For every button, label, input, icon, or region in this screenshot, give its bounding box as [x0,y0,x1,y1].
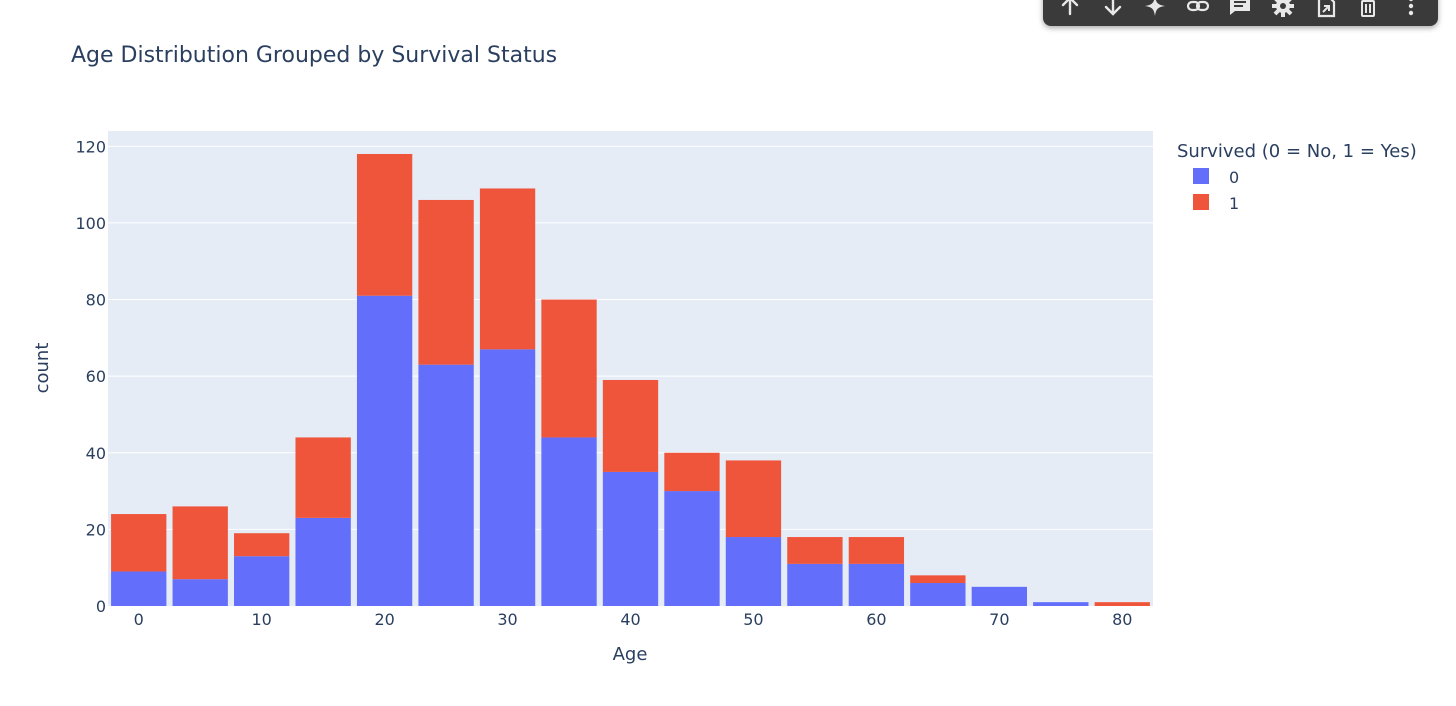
legend-label-1: 1 [1229,194,1239,213]
chart-title: Age Distribution Grouped by Survival Sta… [71,43,557,68]
y-tick-label-120: 120 [75,137,106,156]
bars[interactable] [111,153,1150,606]
bar-0-age-75[interactable] [1033,602,1089,606]
y-axis-ticks: 0 20 40 60 80 100 120 [75,137,106,616]
x-axis-ticks: 0 10 20 30 40 50 60 70 80 [134,610,1133,629]
bar-0-age-0[interactable] [111,571,167,606]
bar-1-age-25[interactable] [418,199,474,365]
x-tick-label-0: 0 [134,610,144,629]
y-tick-label-40: 40 [86,444,106,463]
bar-0-age-15[interactable] [295,517,351,606]
x-tick-label-40: 40 [620,610,640,629]
x-tick-label-10: 10 [251,610,271,629]
arrow-up-icon[interactable] [1056,0,1084,18]
bar-1-age-5[interactable] [172,506,228,580]
x-tick-label-70: 70 [989,610,1009,629]
y-tick-label-0: 0 [96,597,106,616]
bar-0-age-45[interactable] [664,491,720,606]
legend-label-0: 0 [1229,168,1239,187]
bar-0-age-70[interactable] [971,586,1027,606]
bar-1-age-40[interactable] [602,379,659,472]
legend-swatch-1 [1193,194,1209,210]
x-tick-label-20: 20 [374,610,394,629]
y-tick-label-80: 80 [86,291,106,310]
bar-0-age-20[interactable] [356,295,413,606]
gear-icon[interactable] [1269,0,1297,18]
x-tick-label-30: 30 [497,610,517,629]
bar-1-age-0[interactable] [111,514,167,572]
bar-1-age-50[interactable] [725,460,782,538]
bar-0-age-40[interactable] [602,471,659,606]
export-icon[interactable] [1312,0,1340,18]
x-tick-label-50: 50 [743,610,763,629]
x-tick-label-60: 60 [866,610,886,629]
bar-1-age-65[interactable] [910,575,966,584]
bar-1-age-45[interactable] [664,452,720,492]
bar-0-age-30[interactable] [479,349,536,606]
bar-0-age-5[interactable] [172,579,228,606]
legend-title: Survived (0 = No, 1 = Yes) [1177,141,1417,162]
y-tick-label-20: 20 [86,520,106,539]
bar-1-age-15[interactable] [295,437,351,518]
bar-0-age-60[interactable] [848,563,905,606]
bar-0-age-25[interactable] [418,364,474,606]
bar-0-age-10[interactable] [234,556,290,606]
bar-1-age-20[interactable] [356,153,413,296]
bar-1-age-55[interactable] [787,537,843,564]
trash-icon[interactable] [1354,0,1382,18]
bar-1-age-30[interactable] [479,188,536,350]
y-tick-label-60: 60 [86,367,106,386]
bar-0-age-50[interactable] [725,537,782,606]
y-tick-label-100: 100 [75,214,106,233]
y-axis-label: count [32,343,53,394]
legend-swatch-0 [1193,168,1209,184]
bar-1-age-80[interactable] [1094,602,1150,606]
legend-item-0[interactable]: 0 [1193,168,1239,187]
link-icon[interactable] [1184,0,1212,18]
bar-1-age-35[interactable] [541,299,597,438]
sparkle-icon[interactable] [1141,0,1169,18]
x-axis-label: Age [613,644,648,665]
floating-toolbar [1043,0,1438,26]
bar-0-age-65[interactable] [910,583,966,606]
bar-1-age-60[interactable] [848,537,905,564]
x-tick-label-80: 80 [1112,610,1132,629]
legend: Survived (0 = No, 1 = Yes) 0 1 [1177,141,1417,213]
legend-item-1[interactable]: 1 [1193,194,1239,213]
bar-0-age-35[interactable] [541,437,597,606]
arrow-down-icon[interactable] [1099,0,1127,18]
more-vertical-icon[interactable] [1397,0,1425,18]
bar-1-age-10[interactable] [234,533,290,557]
comment-icon[interactable] [1226,0,1254,18]
bar-0-age-55[interactable] [787,563,843,606]
